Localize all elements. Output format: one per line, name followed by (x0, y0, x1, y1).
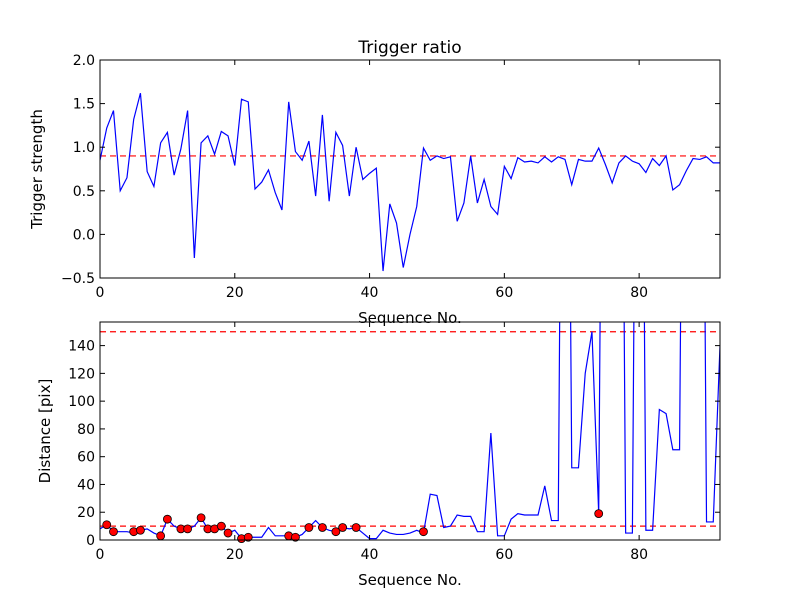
y-tick-label: −0.5 (61, 271, 95, 287)
x-tick-label: 0 (96, 285, 105, 301)
data-point-marker (223, 528, 233, 538)
top-y-axis-label: Trigger strength (28, 109, 46, 230)
y-tick-label: 20 (77, 505, 95, 521)
x-tick-label: 80 (630, 547, 648, 563)
data-point-marker (304, 523, 314, 532)
bottom-axes-frame (99, 321, 721, 541)
y-tick-label: 0 (86, 533, 95, 549)
x-tick-label: 20 (226, 285, 244, 301)
data-point-marker (331, 527, 341, 537)
y-tick-label: 120 (68, 366, 95, 382)
bottom-y-axis-label: Distance [pix] (36, 379, 54, 484)
y-tick-label: 80 (77, 422, 95, 438)
x-tick-label: 40 (361, 285, 379, 301)
data-point-marker (162, 514, 172, 524)
y-tick-label: 1.0 (73, 140, 95, 156)
data-point-marker (594, 509, 604, 519)
top-x-axis-label: Sequence No. (358, 309, 462, 327)
data-point-marker (338, 523, 348, 532)
data-point-marker (109, 527, 118, 537)
chart-title: Trigger ratio (357, 38, 461, 58)
bottom-x-ticks: 0 20 40 60 80 (96, 322, 648, 563)
top-plot-area (100, 92, 720, 272)
x-tick-label: 0 (96, 547, 105, 563)
data-point-marker (419, 527, 428, 537)
y-tick-label: 0.0 (73, 227, 95, 243)
top-x-ticks: 0 20 40 60 80 (96, 60, 648, 301)
y-tick-label: 60 (77, 450, 95, 466)
bottom-x-axis-label: Sequence No. (358, 571, 462, 589)
top-y-ticks: −0.5 0.0 0.5 1.0 1.5 2.0 (61, 53, 720, 287)
y-tick-label: 2.0 (73, 53, 95, 69)
bottom-y-ticks: 0 20 40 60 80 100 120 140 (68, 339, 720, 549)
data-point-marker (196, 513, 206, 523)
data-point-marker (102, 520, 112, 530)
x-tick-label: 80 (630, 285, 648, 301)
x-tick-label: 60 (495, 285, 513, 301)
series-line (100, 92, 720, 272)
data-point-marker (183, 524, 193, 534)
data-point-marker (317, 523, 327, 532)
x-tick-label: 60 (495, 547, 513, 563)
top-axes-frame (99, 59, 721, 279)
data-point-marker (136, 525, 145, 535)
distance-panel: 0 20 40 60 80 100 120 140 0 20 40 60 80 Sequence No… (36, 321, 721, 589)
x-tick-label: 20 (226, 547, 244, 563)
data-point-marker (351, 523, 361, 532)
data-point-marker (291, 532, 300, 542)
y-tick-label: 140 (68, 339, 95, 355)
y-tick-label: 0.5 (73, 184, 95, 200)
data-point-marker (156, 531, 166, 541)
y-tick-label: 1.5 (73, 97, 95, 113)
x-tick-label: 40 (361, 547, 379, 563)
y-tick-label: 100 (68, 394, 95, 410)
bottom-plot-area (100, 322, 720, 544)
data-point-marker (243, 532, 253, 542)
data-point-marker (216, 521, 226, 531)
y-tick-label: 40 (77, 477, 95, 493)
